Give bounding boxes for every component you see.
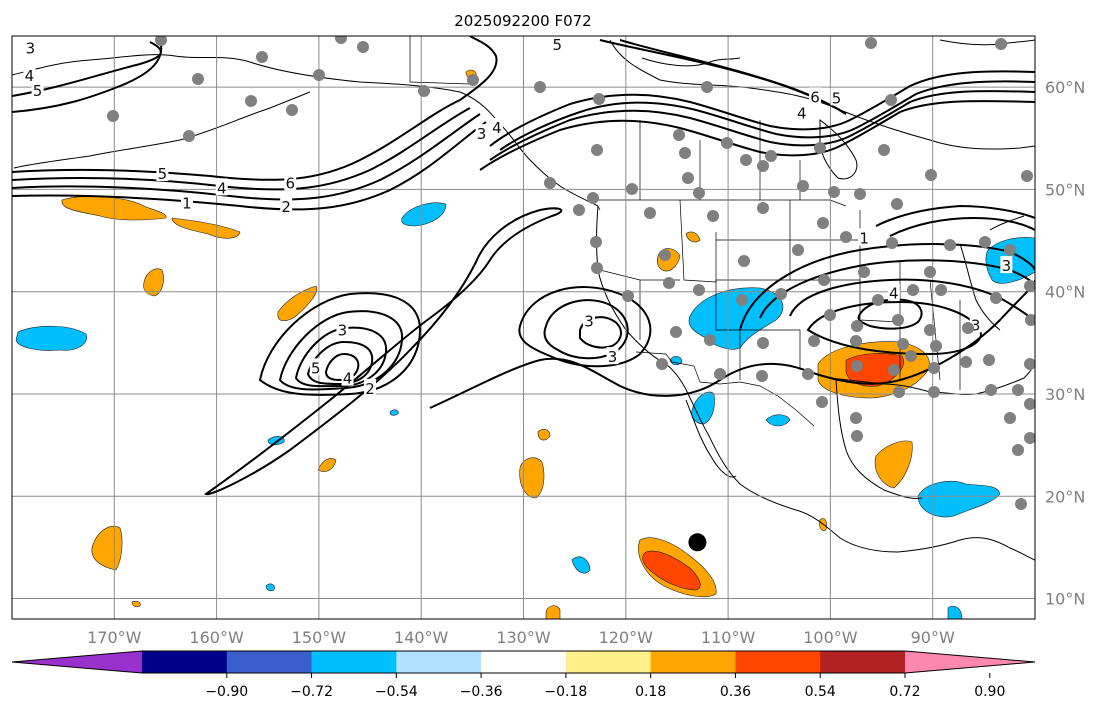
- contour-label-background: [215, 178, 228, 196]
- longitude-label: 120°W: [599, 628, 654, 647]
- contour-label-background: [341, 368, 354, 386]
- contour-label: 5: [552, 36, 562, 54]
- map-border: [11, 35, 1036, 620]
- colorbar-segment: [565, 651, 652, 673]
- contour-label-background: [280, 196, 293, 214]
- longitude-tick-labels: 170°W 160°W 150°W 140°W 130°W 120°W 110°W 100°W…: [87, 628, 955, 647]
- contour-label-background: [795, 103, 808, 121]
- colorbar-segment: [226, 651, 313, 673]
- colorbar-min-extension: [12, 651, 142, 673]
- station-markers: [107, 36, 1035, 510]
- contour-label: 3: [971, 316, 981, 334]
- contour-lines: [12, 36, 1035, 496]
- contour-label: 4: [492, 119, 502, 137]
- colorbar-segment: [142, 651, 228, 673]
- contour-label-background: [23, 65, 36, 83]
- contour-label: 5: [158, 165, 168, 183]
- longitude-label: 110°W: [701, 628, 756, 647]
- contour-label: 3: [477, 125, 487, 143]
- latitude-tick-labels: 60°N 50°N 40°N 30°N 20°N 10°N: [1045, 78, 1085, 608]
- longitude-label: 130°W: [496, 628, 551, 647]
- contour-label: 6: [810, 88, 820, 106]
- colorbar-tick-label: −0.54: [375, 684, 418, 700]
- latitude-label: 50°N: [1045, 180, 1085, 199]
- contour-label-background: [551, 36, 564, 53]
- colorbar-tick-label: 0.54: [805, 684, 836, 700]
- contour-label-background: [284, 173, 297, 191]
- longitude-label: 100°W: [803, 628, 858, 647]
- colorbar-tick-label: −0.72: [290, 684, 333, 700]
- contour-label-background: [336, 320, 349, 338]
- contour-label: 2: [365, 380, 375, 398]
- contour-label: 3: [608, 348, 618, 366]
- contour-label-background: [582, 311, 595, 329]
- colorbar-segment: [820, 651, 906, 673]
- contour-label-background: [809, 87, 822, 105]
- contour-label-background: [475, 124, 488, 142]
- longitude-label: 90°W: [911, 628, 955, 647]
- contour-label: 3: [1002, 257, 1012, 275]
- latitude-label: 20°N: [1045, 487, 1085, 506]
- colorbar-max-extension: [905, 651, 1035, 673]
- contour-label: 4: [343, 370, 353, 388]
- contour-label: 3: [584, 312, 594, 330]
- contour-label: 4: [25, 67, 35, 85]
- colorbar-outline: [11, 650, 1036, 674]
- colorbar-segment: [650, 651, 736, 673]
- colorbar-tick-label: −0.90: [205, 684, 248, 700]
- contour-label: 2: [281, 198, 291, 216]
- contour-label: 1: [859, 229, 869, 247]
- contour-label: 5: [832, 89, 842, 107]
- contour-label: 5: [33, 82, 43, 100]
- contour-label-background: [180, 193, 193, 211]
- colorbar-tick-label: 0.72: [889, 684, 920, 700]
- contour-label-background: [309, 358, 322, 376]
- longitude-label: 150°W: [292, 628, 347, 647]
- latitude-label: 30°N: [1045, 385, 1085, 404]
- latitude-label: 40°N: [1045, 283, 1085, 302]
- contour-label: 6: [285, 174, 295, 192]
- colorbar-segment: [396, 651, 482, 673]
- contour-label-background: [490, 118, 503, 136]
- contour-label-background: [887, 283, 900, 301]
- colorbar-segment: [311, 651, 397, 673]
- latitude-label: 10°N: [1045, 590, 1085, 609]
- contour-label-background: [1000, 256, 1013, 274]
- latitude-label: 60°N: [1045, 78, 1085, 97]
- contour-label-background: [606, 347, 619, 365]
- map-title: 2025092200 F072: [454, 12, 591, 30]
- contour-label-background: [364, 378, 377, 396]
- contour-label-background: [830, 88, 843, 106]
- colorbar: −0.90 −0.72 −0.54 −0.36 −0.18 0.18 0.36 0.54 0.7…: [11, 650, 1036, 700]
- contour-label-background: [24, 38, 37, 56]
- longitude-label: 160°W: [189, 628, 244, 647]
- storm-center-marker: [688, 533, 707, 552]
- contour-label: 3: [338, 322, 348, 340]
- contour-label: 4: [797, 105, 807, 123]
- contour-label: 4: [889, 285, 899, 303]
- contour-label-background: [31, 81, 44, 99]
- colorbar-tick-label: −0.36: [460, 684, 503, 700]
- contour-label-background: [156, 164, 169, 182]
- contour-label-background: [858, 228, 871, 246]
- contour-label: 1: [182, 195, 192, 213]
- colorbar-segment: [735, 651, 821, 673]
- colorbar-segment: [481, 651, 567, 673]
- contour-label: 4: [217, 179, 227, 197]
- colorbar-tick-label: 0.36: [720, 684, 751, 700]
- contour-label: 5: [311, 359, 321, 377]
- positive-anomaly-shading: [61, 69, 930, 619]
- colorbar-tick-label: −0.18: [544, 684, 587, 700]
- colorbar-tick-label: 0.90: [974, 684, 1005, 700]
- longitude-label: 140°W: [394, 628, 449, 647]
- colorbar-tick-label: 0.18: [635, 684, 666, 700]
- contour-label: 3: [26, 39, 36, 57]
- longitude-label: 170°W: [87, 628, 142, 647]
